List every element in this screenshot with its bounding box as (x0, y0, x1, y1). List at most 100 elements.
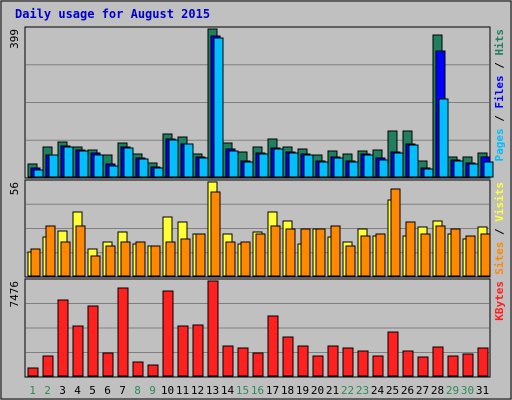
x-tick-label: 28 (431, 384, 444, 397)
bar-kbytes (87, 305, 99, 377)
bar-sites (180, 238, 191, 277)
bar-sites (330, 225, 341, 277)
bar-sites (390, 188, 401, 277)
bar-sites (315, 228, 326, 277)
bar-kbytes (222, 345, 234, 377)
bar-sites (240, 241, 251, 277)
bar-kbytes (477, 347, 489, 377)
bar-sites (165, 241, 176, 277)
bar-kbytes (372, 355, 384, 377)
bar-pages (93, 154, 104, 178)
bar-sites (60, 241, 71, 277)
bar-kbytes (237, 347, 249, 377)
bar-kbytes (357, 350, 369, 377)
bar-sites (195, 233, 206, 277)
bar-pages (363, 154, 374, 178)
bar-pages (348, 161, 359, 178)
bar-sites (120, 241, 131, 277)
x-tick-label: 8 (134, 384, 141, 397)
legend-hits: Hits (493, 29, 506, 56)
x-tick-label: 20 (311, 384, 324, 397)
legend-separator: / (493, 109, 506, 129)
x-tick-label: 19 (296, 384, 309, 397)
bar-pages (213, 37, 224, 178)
bar-pages (408, 144, 419, 178)
x-tick-label: 2 (44, 384, 51, 397)
bar-pages (258, 153, 269, 178)
series-legend: KBytes (493, 281, 506, 321)
bar-kbytes (342, 347, 354, 377)
bar-kbytes (72, 325, 84, 377)
bar-pages (123, 147, 134, 178)
bar-sites (435, 225, 446, 277)
bar-sites (450, 228, 461, 277)
series-legend: Sites / Visits (493, 182, 506, 275)
bar-kbytes (462, 353, 474, 377)
bar-kbytes (312, 355, 324, 377)
y-max-label: 399 (8, 29, 21, 49)
x-tick-label: 15 (236, 384, 249, 397)
bar-sites (375, 233, 386, 277)
bar-pages (78, 150, 89, 178)
bar-pages (48, 154, 59, 178)
y-max-label: 56 (8, 182, 21, 195)
legend-files: Files (493, 75, 506, 108)
bar-sites (285, 228, 296, 277)
x-tick-label: 10 (161, 384, 174, 397)
chart-title: Daily usage for August 2015 (15, 7, 211, 21)
x-tick-label: 23 (356, 384, 369, 397)
bar-kbytes (147, 364, 159, 377)
bar-kbytes (387, 331, 399, 377)
x-tick-label: 4 (74, 384, 81, 397)
bar-sites (225, 241, 236, 277)
bar-sites (300, 228, 311, 277)
x-tick-label: 12 (191, 384, 204, 397)
bar-sites (480, 233, 491, 277)
bar-kbytes (162, 290, 174, 377)
bar-pages (63, 146, 74, 178)
x-tick-label: 16 (251, 384, 264, 397)
x-tick-label: 18 (281, 384, 294, 397)
x-tick-label: 7 (119, 384, 126, 397)
x-tick-label: 30 (461, 384, 474, 397)
x-tick-label: 13 (206, 384, 219, 397)
bar-kbytes (402, 350, 414, 377)
bar-sites (90, 255, 101, 277)
bar-pages (33, 169, 44, 178)
bar-kbytes (117, 287, 129, 377)
x-tick-label: 27 (416, 384, 429, 397)
bar-sites (150, 245, 161, 277)
bar-pages (198, 157, 209, 178)
bar-sites (420, 233, 431, 277)
legend-kbytes: KBytes (493, 281, 506, 321)
bar-pages (108, 165, 119, 178)
bar-pages (228, 150, 239, 178)
bar-pages (243, 161, 254, 178)
bar-sites (255, 233, 266, 277)
legend-pages: Pages (493, 128, 506, 161)
legend-separator: / (493, 222, 506, 242)
bar-pages (153, 167, 164, 178)
bar-sites (405, 221, 416, 277)
bar-pages (183, 143, 194, 178)
x-tick-label: 9 (149, 384, 156, 397)
bar-sites (105, 245, 116, 277)
series-legend: Pages / Files / Hits (493, 29, 506, 162)
x-tick-label: 3 (59, 384, 66, 397)
bar-sites (30, 248, 41, 277)
bar-sites (75, 225, 86, 277)
bar-sites (45, 225, 56, 277)
legend-sites: Sites (493, 242, 506, 275)
x-tick-label: 17 (266, 384, 279, 397)
x-tick-label: 24 (371, 384, 385, 397)
bar-kbytes (42, 355, 54, 377)
x-tick-label: 5 (89, 384, 96, 397)
bar-pages (468, 163, 479, 178)
bar-kbytes (432, 346, 444, 377)
bar-sites (210, 191, 221, 277)
bar-kbytes (207, 280, 219, 377)
bar-pages (138, 158, 149, 178)
bar-pages (318, 161, 329, 178)
